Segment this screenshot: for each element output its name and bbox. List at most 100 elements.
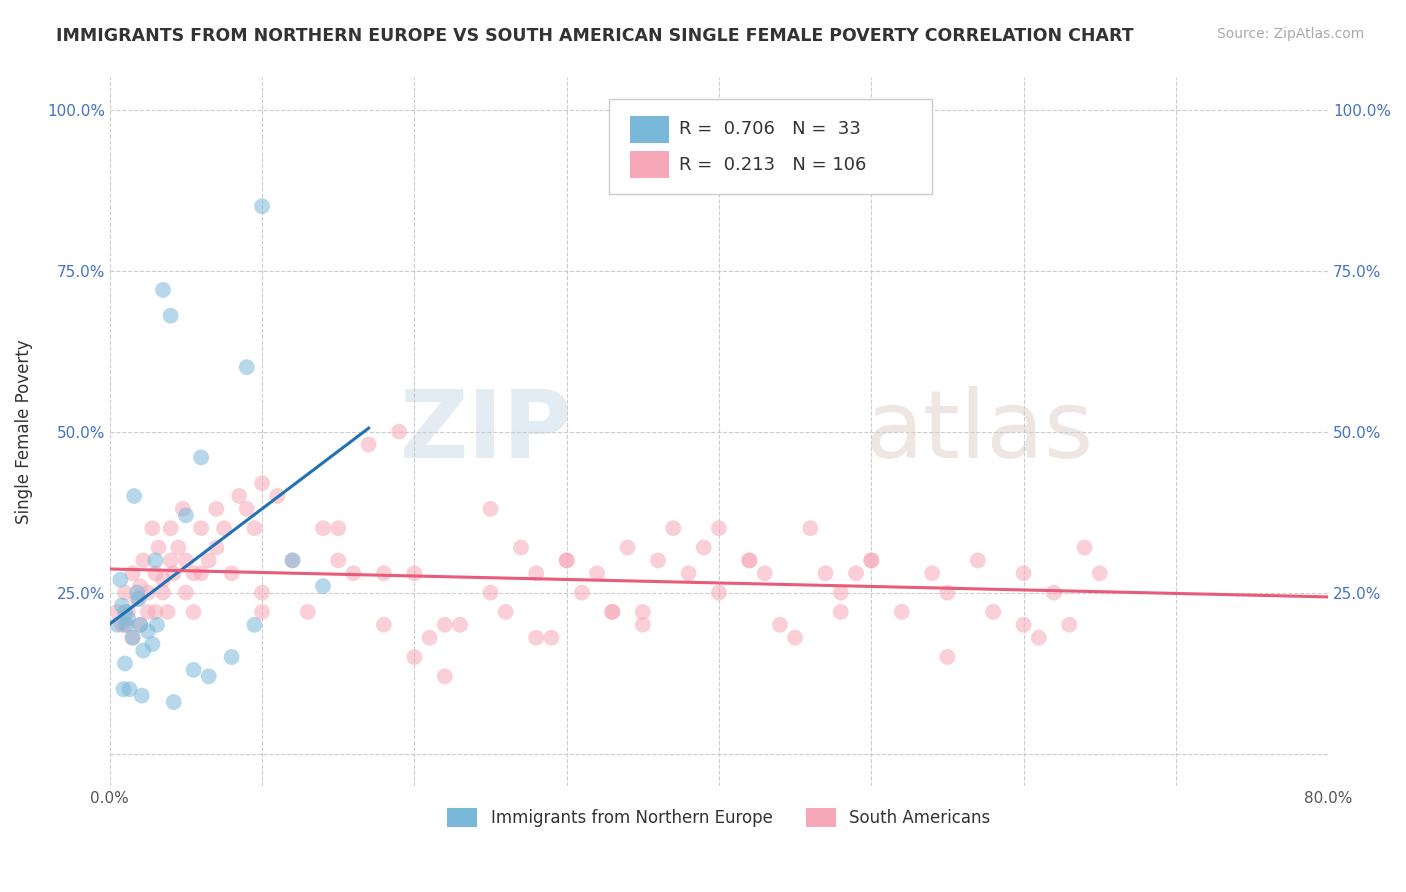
Point: [524, 631, 547, 645]
Point: [433, 617, 456, 632]
Point: [145, 605, 167, 619]
Point: [1012, 617, 1035, 632]
Point: [112, 682, 135, 697]
Point: [738, 553, 761, 567]
Point: [159, 553, 181, 567]
Point: [616, 541, 638, 555]
Point: [845, 566, 868, 581]
Point: [136, 624, 159, 639]
Point: [707, 585, 730, 599]
Point: [146, 617, 169, 632]
Point: [172, 502, 194, 516]
Point: [328, 553, 350, 567]
Text: Source: ZipAtlas.com: Source: ZipAtlas.com: [1216, 27, 1364, 41]
Point: [110, 573, 132, 587]
Point: [555, 553, 578, 567]
Bar: [630, 116, 669, 143]
Point: [1088, 566, 1111, 581]
Point: [921, 566, 943, 581]
Point: [250, 199, 273, 213]
Point: [860, 553, 883, 567]
Point: [297, 605, 319, 619]
Point: [205, 541, 228, 555]
Point: [174, 585, 197, 599]
Point: [190, 566, 212, 581]
Point: [966, 553, 988, 567]
Point: [312, 521, 335, 535]
Point: [114, 605, 136, 619]
Point: [250, 585, 273, 599]
Point: [328, 521, 350, 535]
Point: [830, 585, 852, 599]
Point: [127, 585, 149, 599]
Point: [236, 360, 259, 375]
Text: atlas: atlas: [865, 385, 1094, 477]
Point: [122, 489, 145, 503]
Point: [936, 585, 959, 599]
Point: [373, 566, 395, 581]
Point: [221, 650, 243, 665]
Point: [785, 631, 807, 645]
Point: [312, 579, 335, 593]
Point: [129, 617, 152, 632]
Point: [236, 502, 259, 516]
Point: [190, 450, 212, 465]
Point: [156, 605, 179, 619]
Point: [183, 566, 205, 581]
Point: [738, 553, 761, 567]
Point: [479, 585, 502, 599]
Point: [105, 617, 128, 632]
Point: [814, 566, 837, 581]
Point: [163, 695, 186, 709]
Point: [830, 605, 852, 619]
Point: [243, 617, 266, 632]
Point: [524, 566, 547, 581]
Point: [860, 553, 883, 567]
Legend: Immigrants from Northern Europe, South Americans: Immigrants from Northern Europe, South A…: [440, 802, 997, 834]
Point: [631, 617, 654, 632]
FancyBboxPatch shape: [609, 99, 932, 194]
Point: [404, 650, 426, 665]
Point: [183, 605, 205, 619]
Point: [132, 553, 155, 567]
Point: [357, 437, 380, 451]
Point: [174, 508, 197, 523]
Point: [936, 650, 959, 665]
Point: [555, 553, 578, 567]
Point: [799, 521, 821, 535]
Point: [586, 566, 609, 581]
Point: [159, 309, 181, 323]
Point: [174, 553, 197, 567]
Point: [243, 521, 266, 535]
Point: [647, 553, 669, 567]
Point: [707, 521, 730, 535]
Point: [250, 605, 273, 619]
Point: [602, 605, 624, 619]
Point: [136, 605, 159, 619]
Point: [404, 566, 426, 581]
Text: R =  0.213   N = 106: R = 0.213 N = 106: [679, 155, 866, 174]
Point: [152, 585, 174, 599]
Point: [373, 617, 395, 632]
Point: [1028, 631, 1050, 645]
Bar: [630, 151, 669, 178]
Point: [145, 566, 167, 581]
Point: [1012, 566, 1035, 581]
Point: [132, 643, 155, 657]
Point: [890, 605, 912, 619]
Point: [342, 566, 364, 581]
Point: [114, 617, 136, 632]
Point: [183, 663, 205, 677]
Point: [129, 579, 152, 593]
Point: [148, 541, 170, 555]
Point: [495, 605, 517, 619]
Point: [388, 425, 411, 439]
Point: [117, 605, 139, 619]
Y-axis label: Single Female Poverty: Single Female Poverty: [15, 339, 32, 524]
Point: [118, 682, 141, 697]
Point: [510, 541, 533, 555]
Point: [250, 476, 273, 491]
Point: [433, 669, 456, 683]
Point: [281, 553, 304, 567]
Point: [111, 599, 134, 613]
